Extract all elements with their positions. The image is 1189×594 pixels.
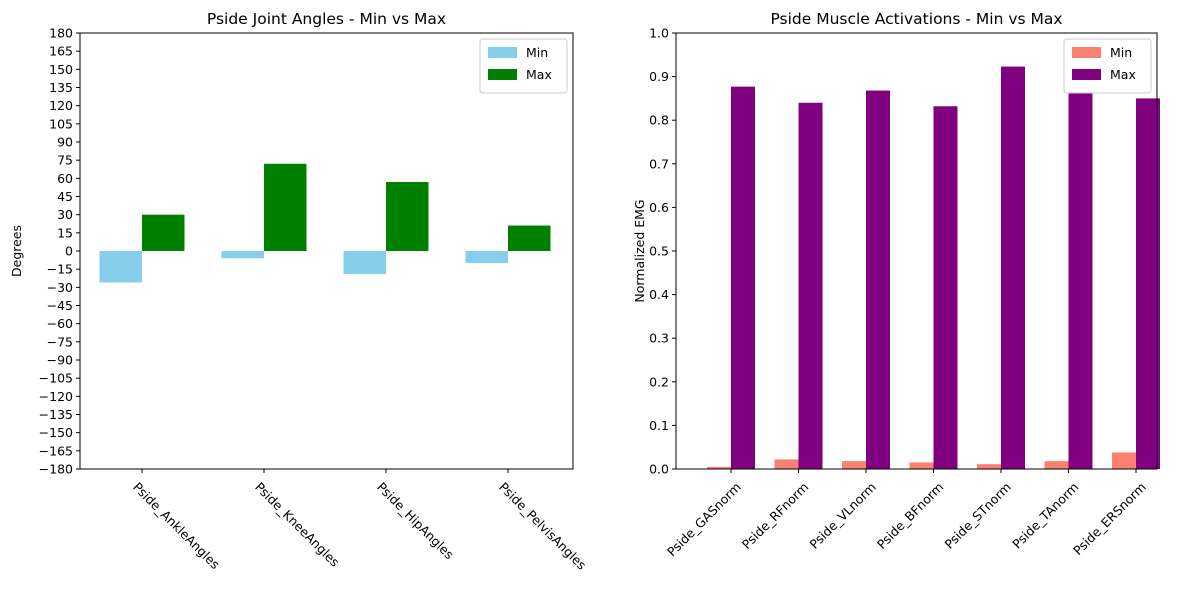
bar-min-1	[99, 251, 142, 283]
legend-swatch-min	[488, 47, 517, 58]
legend-swatch-max	[488, 69, 517, 80]
bar-max-1	[731, 86, 755, 470]
y-tick-label: 15	[57, 225, 73, 240]
bar-max-2	[264, 163, 307, 251]
bar-max-5	[1001, 66, 1025, 470]
y-tick-label: −135	[39, 407, 73, 422]
plot-frame	[675, 32, 1158, 470]
chart-title: Pside Muscle Activations - Min vs Max	[770, 10, 1062, 28]
bar-min-1	[707, 466, 731, 469]
y-tick-label: −60	[47, 316, 73, 331]
bar-min-4	[465, 251, 508, 264]
y-tick-label: 0.3	[649, 331, 669, 346]
bar-max-6	[1068, 93, 1093, 469]
y-tick-label: 0.2	[649, 374, 669, 389]
legend-label-min: Min	[1110, 45, 1132, 60]
x-tick-label: Pside_BFnorm	[874, 479, 947, 552]
y-tick-label: 135	[49, 80, 73, 95]
y-axis-label: Normalized EMG	[632, 199, 647, 302]
bar-max-1	[142, 214, 185, 251]
y-tick-label: 150	[49, 62, 73, 77]
chart-2: Pside Muscle Activations - Min vs Max Nor…	[632, 10, 1160, 559]
y-tick-label: 0.7	[649, 156, 669, 171]
x-tick-label: Pside_VLnorm	[807, 479, 879, 551]
legend-label-max: Max	[526, 67, 552, 82]
chart-title: Pside Joint Angles - Min vs Max	[207, 10, 446, 28]
legend-swatch-max	[1072, 69, 1101, 80]
bar-max-4	[933, 106, 958, 470]
y-tick-label: 0.1	[649, 418, 669, 433]
y-tick-label: −150	[39, 425, 73, 440]
bar-max-4	[508, 225, 551, 251]
y-tick-label: 120	[49, 98, 73, 113]
x-tick-label: Pside_ERSnorm	[1070, 479, 1149, 558]
x-tick-label: Pside_HipAngles	[374, 479, 457, 562]
y-tick-label: 180	[49, 26, 73, 41]
legend: Min Max	[479, 38, 568, 94]
y-tick-label: 105	[49, 116, 73, 131]
bar-min-4	[909, 462, 934, 469]
bar-min-2	[774, 459, 799, 469]
y-tick-label: 1.0	[649, 26, 669, 41]
chart-1: Pside Joint Angles - Min vs Max Degrees −1…	[9, 10, 589, 573]
bar-max-7	[1136, 98, 1160, 470]
x-tick-label: Pside_STnorm	[941, 479, 1013, 551]
x-tick-label: Pside_KneeAngles	[252, 479, 342, 569]
bar-min-7	[1112, 452, 1136, 469]
y-tick-label: 0.8	[649, 113, 669, 128]
legend: Min Max	[1063, 38, 1152, 94]
y-tick-label: 75	[57, 153, 73, 168]
y-tick-label: 0.9	[649, 69, 669, 84]
y-tick-label: −30	[47, 280, 73, 295]
legend-label-min: Min	[526, 45, 548, 60]
y-tick-label: −90	[47, 353, 73, 368]
x-tick-label: Pside_AnkleAngles	[130, 479, 223, 572]
x-tick-label: Pside_GASnorm	[664, 479, 744, 559]
legend-swatch-min	[1072, 47, 1101, 58]
bar-max-3	[866, 90, 890, 469]
bar-min-3	[343, 251, 386, 275]
x-tick-label: Pside_PelvisAngles	[496, 479, 589, 572]
bar-min-5	[977, 464, 1001, 469]
bar-max-2	[798, 102, 823, 469]
y-tick-label: 45	[57, 189, 73, 204]
y-tick-label: −105	[39, 371, 73, 386]
y-tick-label: 0.6	[649, 200, 669, 215]
y-tick-label: −45	[47, 298, 73, 313]
bar-max-3	[386, 181, 429, 251]
y-tick-label: 0.0	[649, 462, 669, 477]
y-tick-label: −15	[47, 262, 73, 277]
y-tick-label: 90	[57, 135, 73, 150]
y-tick-label: −75	[47, 334, 73, 349]
y-tick-label: −165	[39, 443, 73, 458]
bar-min-6	[1044, 461, 1069, 469]
y-tick-label: 0.4	[649, 287, 669, 302]
y-tick-label: −120	[39, 389, 73, 404]
y-tick-label: −180	[39, 462, 73, 477]
y-tick-label: 0	[65, 244, 73, 259]
x-tick-label: Pside_RFnorm	[739, 479, 812, 552]
x-tick-label: Pside_TAnorm	[1009, 479, 1081, 551]
bar-min-3	[842, 461, 866, 469]
y-tick-label: 0.5	[649, 244, 669, 259]
y-axis-label: Degrees	[9, 225, 24, 277]
y-tick-label: 60	[57, 171, 73, 186]
plot-frame	[79, 32, 574, 470]
legend-label-max: Max	[1110, 67, 1136, 82]
bar-min-2	[221, 251, 264, 259]
y-tick-label: 30	[57, 207, 73, 222]
y-tick-label: 165	[49, 44, 73, 59]
